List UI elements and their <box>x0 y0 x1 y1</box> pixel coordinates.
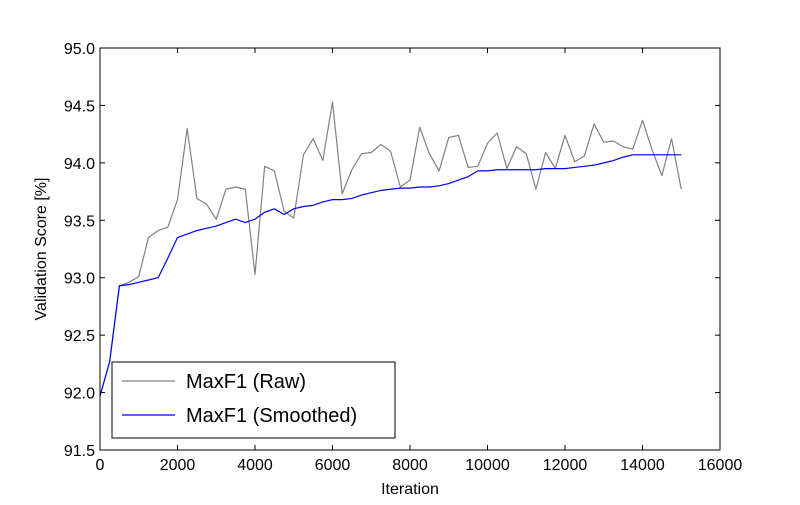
y-tick-label: 91.5 <box>64 443 95 460</box>
legend-label-smoothed: MaxF1 (Smoothed) <box>186 405 357 427</box>
legend-box <box>111 361 396 439</box>
series-line-raw <box>99 101 682 397</box>
x-tick-label: 2000 <box>160 457 196 474</box>
legend-label-raw: MaxF1 (Raw) <box>186 371 306 393</box>
y-tick-label: 93.5 <box>64 213 95 230</box>
x-tick-label: 14000 <box>620 457 665 474</box>
axis-ticks: 0 2000 4000 6000 8000 10000 12000 14000 16000 91.… <box>64 41 742 474</box>
x-tick-label: 12000 <box>543 457 588 474</box>
x-tick-label: 10000 <box>465 457 510 474</box>
series-layer <box>99 101 682 397</box>
y-tick-label: 92.5 <box>64 328 95 345</box>
x-tick-label: 8000 <box>392 457 428 474</box>
y-axis-label: Validation Score [%] <box>33 178 50 321</box>
series-line-smoothed <box>99 154 682 397</box>
legend: MaxF1 (Raw) MaxF1 (Smoothed) <box>111 361 396 439</box>
y-tick-label: 93.0 <box>64 271 95 288</box>
y-tick-label: 94.5 <box>64 98 95 115</box>
x-tick-label: 4000 <box>237 457 273 474</box>
y-tick-label: 95.0 <box>64 41 95 58</box>
x-axis-label: Iteration <box>381 481 439 498</box>
y-tick-label: 94.0 <box>64 156 95 173</box>
y-tick-label: 92.0 <box>64 386 95 403</box>
x-tick-label: 16000 <box>698 457 743 474</box>
x-tick-label: 0 <box>96 457 105 474</box>
x-tick-label: 6000 <box>315 457 351 474</box>
